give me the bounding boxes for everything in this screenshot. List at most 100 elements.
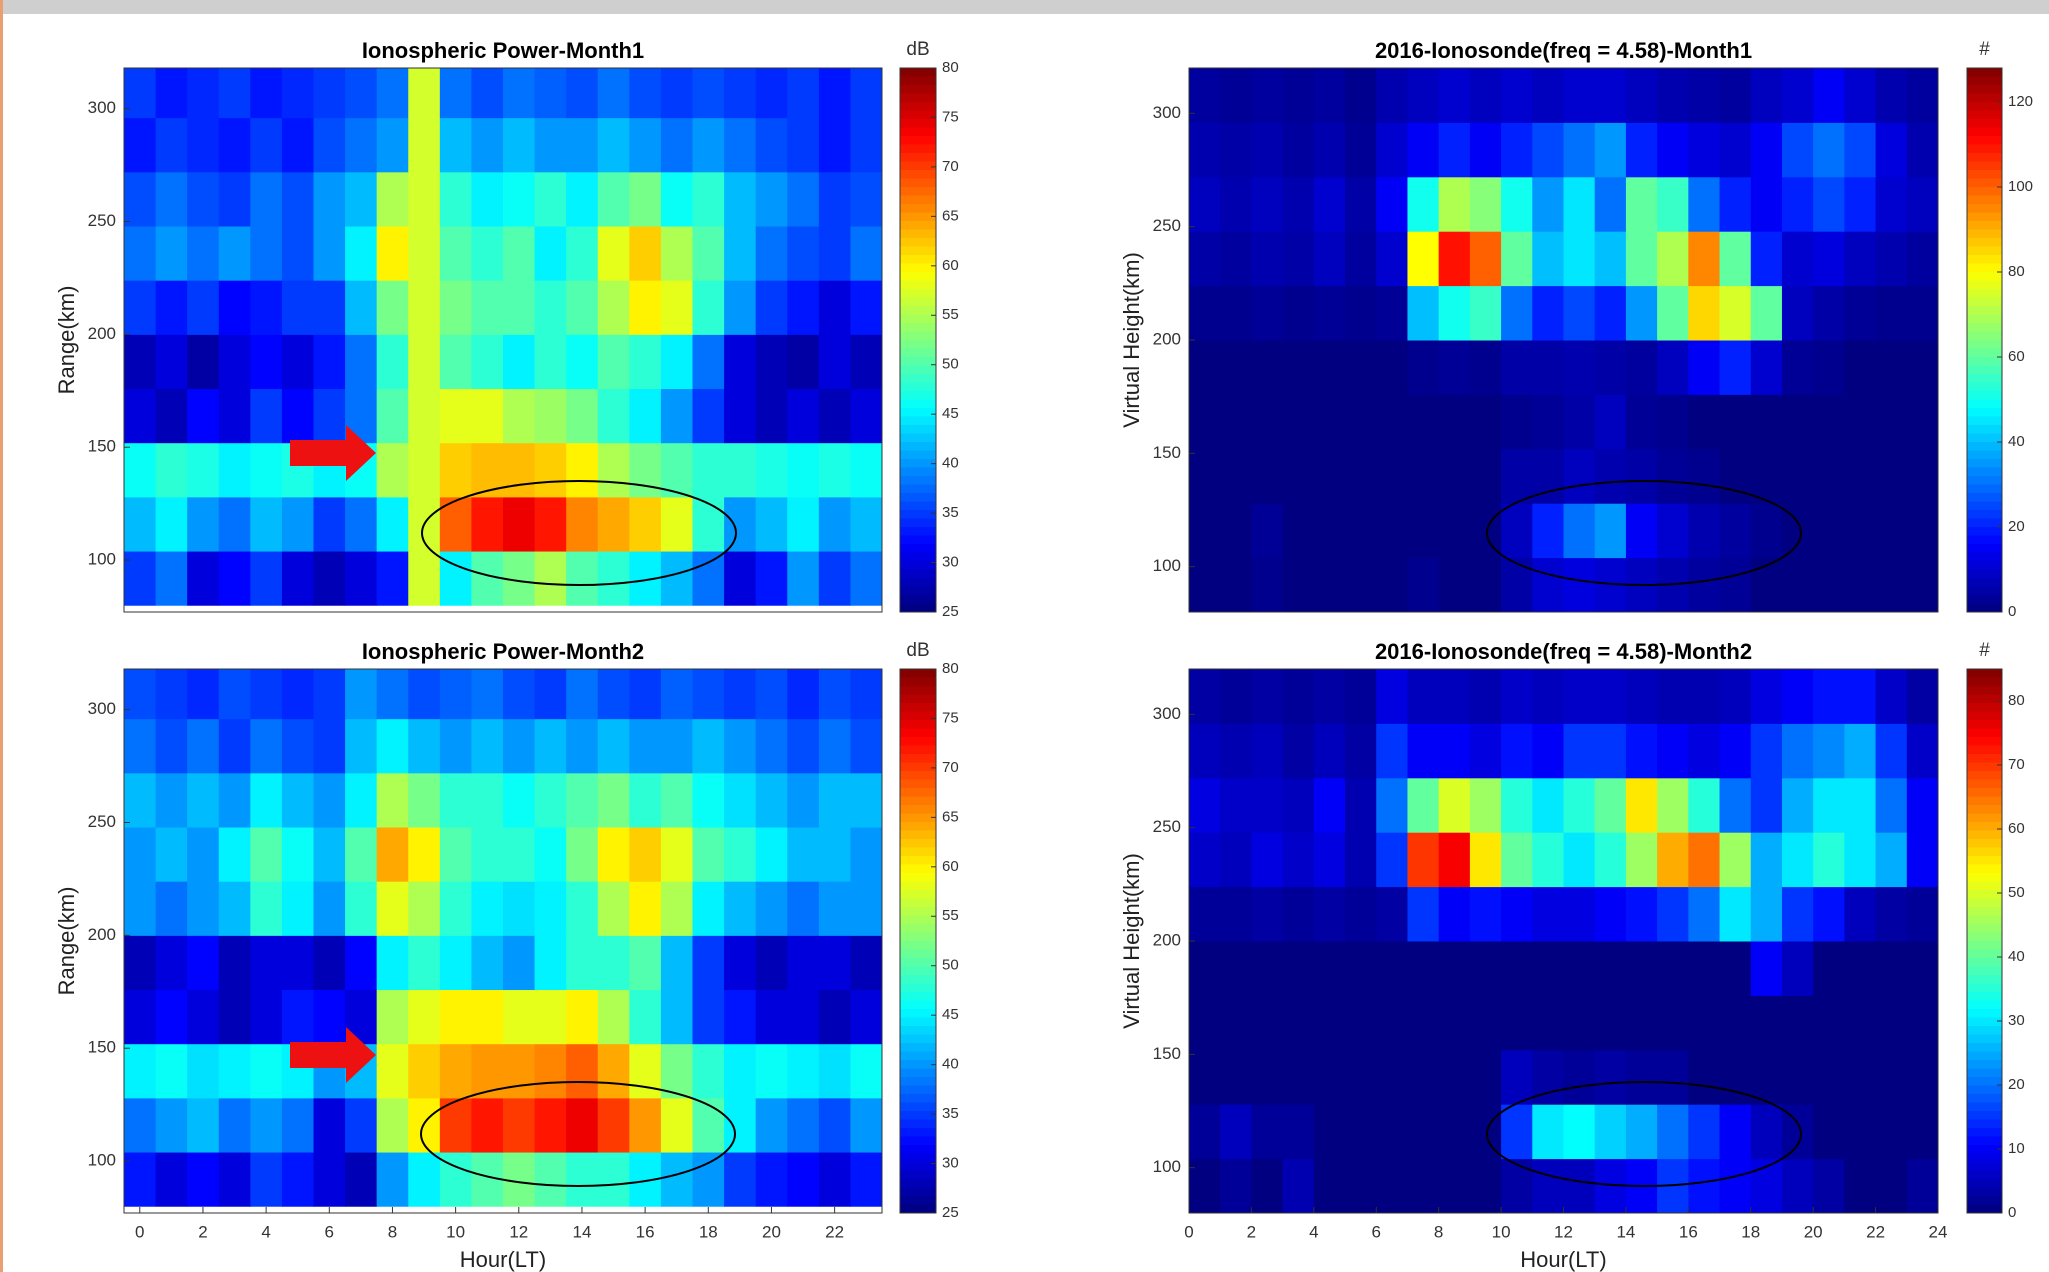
cell bbox=[787, 171, 820, 227]
cell bbox=[408, 117, 441, 173]
colorbar-step bbox=[900, 703, 936, 712]
cell bbox=[313, 496, 346, 552]
cell bbox=[281, 989, 314, 1045]
cell bbox=[1251, 231, 1284, 287]
y-tick-label: 300 bbox=[88, 98, 116, 117]
colorbar-tick-label: 20 bbox=[2008, 518, 2025, 535]
cell bbox=[1501, 995, 1533, 1051]
colorbar-tick-label: 30 bbox=[2008, 1012, 2025, 1029]
cell bbox=[1501, 723, 1533, 779]
cell bbox=[1625, 503, 1658, 559]
x-tick-label: 18 bbox=[699, 1222, 718, 1241]
cell bbox=[155, 388, 188, 444]
colorbar-step bbox=[900, 297, 936, 307]
cell bbox=[1282, 231, 1315, 287]
cell bbox=[1501, 1104, 1533, 1160]
cell bbox=[1813, 1049, 1845, 1105]
cell bbox=[818, 1097, 851, 1153]
colorbar-step bbox=[900, 127, 936, 137]
x-tick-label: 18 bbox=[1741, 1222, 1760, 1241]
cell bbox=[1781, 557, 1814, 612]
cell bbox=[408, 226, 441, 281]
cell bbox=[1220, 340, 1252, 395]
colorbar-step bbox=[1967, 1094, 2002, 1103]
cell bbox=[692, 1043, 725, 1099]
cell bbox=[1781, 176, 1814, 232]
colorbar-step bbox=[900, 425, 936, 434]
cell bbox=[1220, 995, 1252, 1051]
cell bbox=[313, 1097, 346, 1153]
cell bbox=[1594, 68, 1627, 123]
cell bbox=[724, 388, 757, 444]
cell bbox=[566, 551, 599, 606]
colorbar-step bbox=[900, 720, 936, 729]
cell bbox=[313, 280, 346, 335]
cell bbox=[281, 1097, 314, 1153]
cell bbox=[187, 68, 220, 119]
cell bbox=[1750, 995, 1783, 1051]
colorbar-step bbox=[900, 1009, 936, 1018]
cell bbox=[1657, 669, 1689, 724]
ellipse bbox=[1486, 480, 1802, 586]
x-tick-label: 16 bbox=[636, 1222, 655, 1241]
cell bbox=[755, 935, 788, 991]
cell bbox=[1719, 448, 1752, 504]
cell bbox=[1469, 886, 1502, 942]
cell bbox=[503, 989, 536, 1045]
cell bbox=[1594, 1104, 1627, 1160]
y-tick-label: 300 bbox=[88, 699, 116, 718]
cell bbox=[597, 881, 630, 936]
cell bbox=[155, 881, 188, 936]
cell bbox=[1469, 503, 1502, 559]
cell bbox=[1657, 448, 1689, 504]
colorbar-step bbox=[1967, 136, 2002, 145]
cell bbox=[250, 280, 283, 335]
cell bbox=[787, 989, 820, 1045]
cell bbox=[660, 935, 693, 991]
colorbar-label: # bbox=[1979, 39, 1990, 60]
colorbar-step bbox=[900, 932, 936, 942]
cell bbox=[597, 496, 630, 552]
cell bbox=[1844, 1104, 1877, 1160]
cell bbox=[471, 989, 504, 1045]
cell bbox=[1189, 832, 1221, 888]
cell bbox=[1376, 176, 1408, 232]
cell bbox=[1376, 886, 1408, 942]
cell bbox=[1189, 886, 1221, 942]
cell bbox=[1625, 1104, 1658, 1160]
cell bbox=[1688, 340, 1721, 395]
cell bbox=[850, 881, 882, 936]
cell bbox=[1251, 340, 1284, 395]
cell bbox=[250, 171, 283, 227]
cell bbox=[1594, 886, 1627, 942]
cell bbox=[1345, 995, 1377, 1051]
cell bbox=[629, 442, 662, 498]
cell bbox=[1781, 886, 1814, 942]
colorbar-step bbox=[900, 796, 936, 806]
cell bbox=[281, 280, 314, 335]
cell bbox=[692, 68, 725, 119]
cell bbox=[1844, 231, 1877, 287]
cell bbox=[1469, 1104, 1502, 1160]
cell bbox=[471, 1097, 504, 1153]
colorbar-tick-label: 60 bbox=[942, 257, 959, 274]
colorbar-step bbox=[1967, 864, 2002, 874]
cell bbox=[1501, 1049, 1533, 1105]
colorbar-step bbox=[900, 1068, 936, 1078]
colorbar-step bbox=[1967, 1051, 2002, 1061]
cell bbox=[1376, 1049, 1408, 1105]
cell bbox=[660, 772, 693, 828]
cell bbox=[218, 1043, 251, 1099]
plot-frame bbox=[123, 668, 883, 1214]
cell bbox=[1345, 340, 1377, 395]
cell bbox=[1469, 122, 1502, 178]
colorbar-tick-label: 50 bbox=[942, 356, 959, 373]
cell bbox=[1189, 995, 1221, 1051]
cell bbox=[1906, 68, 1938, 123]
colorbar-tick-label: 50 bbox=[2008, 884, 2025, 901]
cell bbox=[1875, 832, 1908, 888]
colorbar-step bbox=[1967, 348, 2002, 358]
cell bbox=[124, 669, 157, 720]
cell bbox=[787, 117, 820, 173]
